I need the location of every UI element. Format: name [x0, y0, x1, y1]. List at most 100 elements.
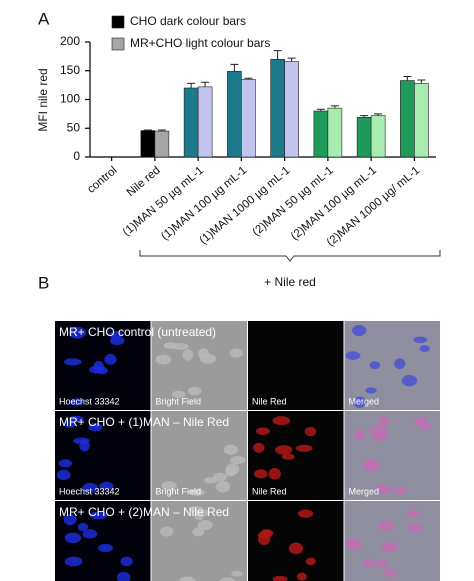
- cell: [68, 326, 86, 339]
- legend-swatch: [111, 37, 125, 51]
- cell: [282, 453, 295, 460]
- cell: [215, 480, 231, 493]
- bracket-label: + Nile red: [264, 275, 316, 289]
- cell: [109, 336, 125, 346]
- cell: [231, 570, 243, 577]
- cell: [413, 417, 429, 425]
- cell: [104, 354, 117, 365]
- x-tick-label: (1)MAN 50 µg mL-1: [121, 164, 206, 238]
- cell: [401, 375, 418, 387]
- cell: [82, 529, 98, 539]
- column-label: Hoechst 33342: [59, 396, 120, 406]
- cell: [188, 505, 204, 513]
- cell: [192, 527, 205, 537]
- cell: [88, 422, 103, 432]
- cell: [375, 484, 392, 494]
- bar: [140, 130, 156, 158]
- cell: [268, 468, 281, 480]
- y-axis-label: MFI nile red: [36, 68, 50, 131]
- cell: [369, 361, 381, 370]
- cell: [304, 426, 317, 437]
- cell: [89, 511, 108, 520]
- legend-swatch: [111, 15, 125, 29]
- cell: [219, 577, 236, 581]
- cell: [179, 576, 196, 581]
- column-label: Nile Red: [252, 396, 287, 406]
- cell: [155, 354, 172, 365]
- cell: [197, 519, 213, 530]
- bar: [400, 80, 415, 158]
- micrograph: [248, 321, 344, 410]
- cell: [363, 558, 375, 568]
- cell: [407, 523, 423, 533]
- column-label: Merged: [349, 396, 380, 406]
- y-tick-label: 100: [60, 92, 80, 106]
- cell: [253, 442, 265, 453]
- cell: [159, 526, 174, 537]
- error-bar: [417, 79, 426, 84]
- x-tick-label: (2)MAN 50 µg mL-1: [251, 164, 336, 238]
- error-bar: [244, 77, 253, 80]
- column-label: Bright Field: [156, 396, 202, 406]
- cell: [188, 386, 202, 396]
- bracket: [139, 250, 441, 262]
- bar: [370, 115, 386, 158]
- bar: [356, 117, 372, 158]
- cell: [63, 358, 82, 366]
- cell: [406, 510, 421, 518]
- cell: [394, 358, 406, 370]
- column-label: Merged: [349, 486, 380, 496]
- cell: [82, 482, 99, 493]
- error-bar: [273, 50, 282, 60]
- error-bar: [374, 113, 383, 116]
- cell: [116, 571, 131, 581]
- legend-label: MR+CHO light colour bars: [130, 36, 270, 50]
- error-bar: [143, 129, 152, 131]
- error-bar: [287, 57, 296, 62]
- cell: [378, 520, 395, 531]
- cell: [171, 390, 186, 399]
- cell: [305, 557, 316, 566]
- y-tick-label: 50: [67, 120, 81, 134]
- cell: [380, 542, 399, 553]
- cell: [89, 365, 105, 374]
- cell: [393, 486, 406, 495]
- cell: [288, 542, 304, 555]
- bar: [227, 71, 242, 158]
- cell: [64, 532, 82, 544]
- y-tick-label: 150: [60, 63, 80, 77]
- cell: [352, 396, 367, 408]
- error-bar: [316, 108, 325, 111]
- cell: [384, 568, 395, 578]
- panel-label: A: [38, 9, 50, 28]
- micrograph: [248, 411, 344, 500]
- bar: [197, 86, 213, 158]
- cell: [295, 444, 313, 452]
- cell: [413, 336, 428, 343]
- cell: [272, 575, 288, 581]
- error-bar: [360, 115, 369, 118]
- error-bar: [201, 81, 210, 87]
- cell: [79, 439, 90, 452]
- cell: [69, 398, 84, 406]
- cell: [369, 425, 388, 436]
- row-title: MR+ CHO control (untreated): [59, 325, 216, 339]
- cell: [378, 416, 390, 427]
- micrograph: [344, 501, 440, 581]
- cell: [351, 325, 367, 337]
- cell: [230, 455, 246, 465]
- cell: [120, 556, 133, 567]
- x-tick-label: Nile red: [125, 164, 163, 199]
- cell: [348, 541, 362, 551]
- cell: [353, 429, 365, 440]
- cell: [254, 469, 268, 479]
- panel-label: B: [38, 273, 49, 292]
- cell: [194, 511, 205, 521]
- legend-label: CHO dark colour bars: [130, 14, 246, 28]
- bar: [313, 110, 329, 158]
- cell: [161, 481, 177, 491]
- cell: [63, 513, 77, 526]
- cell: [365, 387, 377, 394]
- cell: [172, 343, 189, 350]
- cell: [98, 543, 113, 553]
